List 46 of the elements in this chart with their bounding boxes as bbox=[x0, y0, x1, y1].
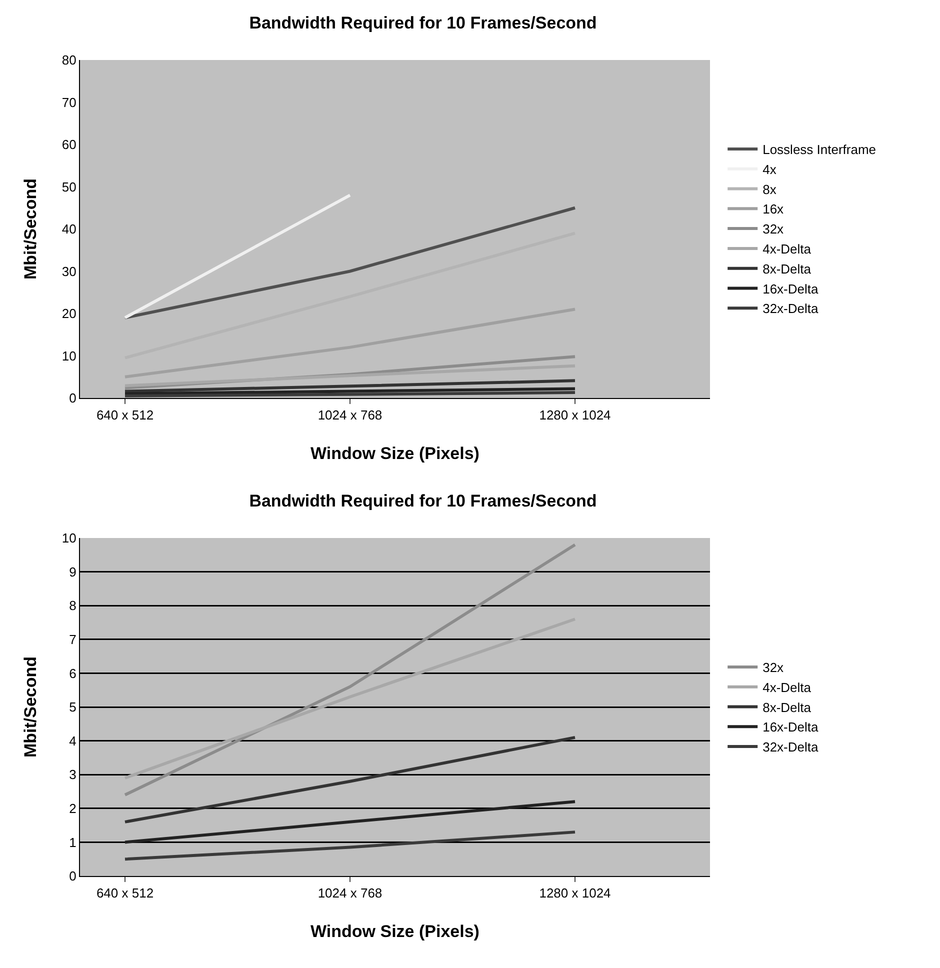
y-tick-label: 0 bbox=[69, 390, 76, 406]
y-tick-label: 7 bbox=[69, 632, 76, 647]
legend-label: Lossless Interframe bbox=[762, 142, 876, 158]
legend-label: 32x-Delta bbox=[762, 301, 820, 316]
x-axis-title: Window Size (Pixels) bbox=[310, 922, 480, 941]
y-tick-label: 50 bbox=[62, 179, 76, 194]
legend-label: 4x bbox=[762, 162, 777, 177]
legend-label: 32x bbox=[762, 660, 784, 676]
y-tick-label: 8 bbox=[69, 598, 76, 614]
x-tick-label: 1024 x 768 bbox=[318, 408, 382, 423]
y-tick-label: 3 bbox=[69, 767, 76, 782]
y-tick-label: 20 bbox=[62, 306, 76, 322]
y-tick-label: 4 bbox=[69, 733, 76, 748]
y-tick-label: 2 bbox=[69, 800, 76, 816]
x-tick-label: 640 x 512 bbox=[96, 886, 154, 901]
y-axis-title: Mbit/Second bbox=[21, 178, 40, 280]
legend-label: 8x-Delta bbox=[762, 700, 812, 715]
y-tick-label: 70 bbox=[62, 94, 76, 110]
chart-title: Bandwidth Required for 10 Frames/Second bbox=[249, 14, 597, 33]
legend-label: 16x-Delta bbox=[762, 281, 820, 296]
y-tick-label: 0 bbox=[69, 868, 76, 884]
x-tick-label: 1024 x 768 bbox=[318, 886, 382, 901]
y-tick-label: 1 bbox=[69, 834, 76, 850]
x-tick-label: 640 x 512 bbox=[96, 408, 154, 423]
chart-title: Bandwidth Required for 10 Frames/Second bbox=[249, 492, 597, 511]
x-tick-label: 1280 x 1024 bbox=[539, 408, 611, 423]
y-tick-label: 30 bbox=[62, 264, 76, 279]
legend-label: 32x-Delta bbox=[762, 740, 820, 755]
y-tick-label: 80 bbox=[62, 52, 76, 68]
legend-label: 8x-Delta bbox=[762, 261, 812, 276]
y-tick-label: 5 bbox=[69, 700, 76, 715]
y-tick-label: 6 bbox=[69, 666, 76, 681]
y-axis-title: Mbit/Second bbox=[21, 656, 40, 758]
y-tick-label: 9 bbox=[69, 564, 76, 580]
legend-label: 16x bbox=[762, 202, 784, 217]
legend-label: 4x-Delta bbox=[762, 242, 812, 257]
legend-label: 4x-Delta bbox=[762, 680, 812, 695]
y-tick-label: 60 bbox=[62, 137, 76, 152]
y-tick-label: 40 bbox=[62, 222, 76, 237]
x-axis-title: Window Size (Pixels) bbox=[310, 444, 480, 463]
y-tick-label: 10 bbox=[62, 348, 76, 364]
legend-label: 32x bbox=[762, 222, 784, 237]
legend-label: 16x-Delta bbox=[762, 720, 820, 735]
legend-label: 8x bbox=[762, 182, 777, 197]
y-tick-label: 10 bbox=[62, 530, 76, 546]
x-tick-label: 1280 x 1024 bbox=[539, 886, 611, 901]
